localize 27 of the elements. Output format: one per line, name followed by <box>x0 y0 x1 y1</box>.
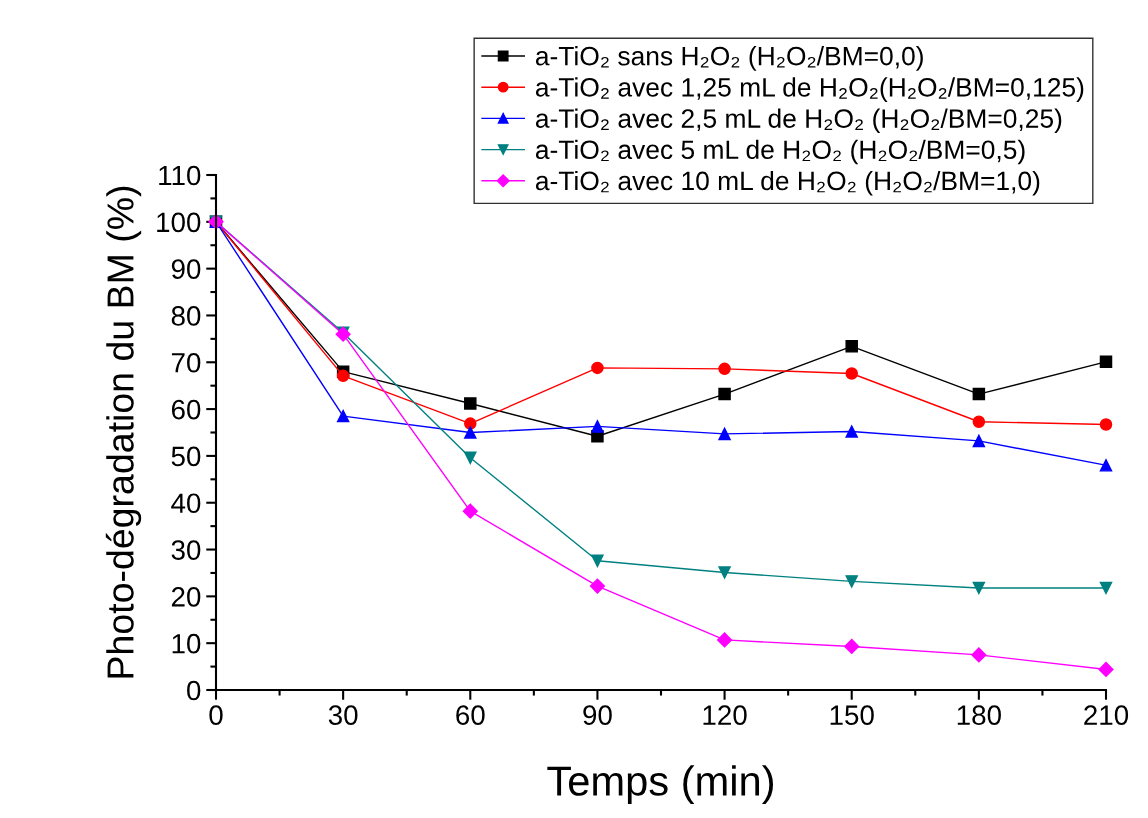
y-tick-label: 40 <box>171 493 201 514</box>
legend-label: a-TiO₂ avec 2,5 mL de H₂O₂ (H₂O₂/BM=0,25) <box>535 108 1062 134</box>
y-axis-title: Photo-dégradation du BM (%) <box>105 186 142 678</box>
x-axis-title: Temps (min) <box>547 765 774 805</box>
legend-label: a-TiO₂ sans H₂O₂ (H₂O₂/BM=0,0) <box>535 46 923 71</box>
y-tick-label: 60 <box>171 399 201 420</box>
y-tick-label: 20 <box>171 587 201 607</box>
x-tick-label: 30 <box>328 705 358 725</box>
x-tick-label: 60 <box>456 705 485 725</box>
x-tick-label: 120 <box>703 705 747 725</box>
y-tick-label: 110 <box>159 165 201 186</box>
y-tick-label: 10 <box>172 633 201 654</box>
x-tick-label: 0 <box>209 705 223 725</box>
y-tick-label: 70 <box>171 352 201 373</box>
y-tick-label: 50 <box>171 446 201 467</box>
legend-label: a-TiO₂ avec 5 mL de H₂O₂ (H₂O₂/BM=0,5) <box>535 139 1025 165</box>
y-tick-label: 0 <box>187 680 201 701</box>
y-tick-label: 80 <box>171 306 201 326</box>
y-tick-label: 90 <box>171 259 201 279</box>
x-tick-label: 150 <box>830 705 874 725</box>
y-tick-label: 100 <box>157 212 201 233</box>
x-tick-label: 210 <box>1084 705 1129 725</box>
x-tick-label: 90 <box>583 705 612 725</box>
legend-label: a-TiO₂ avec 10 mL de H₂O₂ (H₂O₂/BM=1,0) <box>535 170 1040 196</box>
x-tick-label: 180 <box>957 705 1001 725</box>
y-tick-label: 30 <box>171 540 201 560</box>
legend-label: a-TiO₂ avec 1,25 mL de H₂O₂(H₂O₂/BM=0,125) <box>535 77 1084 102</box>
